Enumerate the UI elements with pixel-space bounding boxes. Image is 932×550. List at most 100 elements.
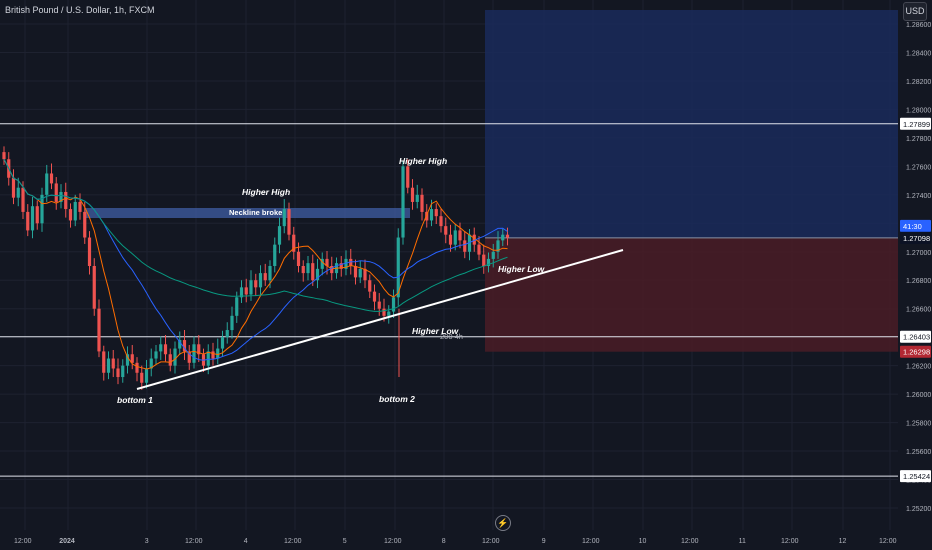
countdown-tag: 41:30 — [903, 222, 922, 231]
candle-body — [358, 268, 362, 278]
candle-body — [287, 209, 291, 235]
price-tick-label: 1.28200 — [906, 79, 931, 86]
candle-body — [439, 216, 443, 227]
price-tick-label: 1.25200 — [906, 506, 931, 513]
candle-body — [49, 173, 54, 184]
candle-body — [491, 251, 495, 259]
candle-body — [263, 273, 267, 281]
current-price-tag-bg — [900, 231, 931, 244]
candle-body — [391, 297, 396, 312]
candle-body — [406, 166, 410, 188]
candle-body — [2, 152, 6, 160]
candle-body — [192, 344, 196, 363]
stop-price-tag: 1.26298 — [903, 348, 930, 357]
candle-body — [73, 201, 77, 221]
price-tick-label: 1.28400 — [906, 50, 931, 57]
level-price-tag: 1.25424 — [903, 472, 930, 481]
candle-body — [301, 266, 305, 274]
symbol-title: British Pound / U.S. Dollar, 1h, FXCM — [5, 5, 155, 15]
candle-body — [106, 358, 111, 373]
annotation-bottom-1: bottom 1 — [117, 395, 153, 405]
annotation-higher-low-1: Higher Low — [498, 264, 546, 274]
price-tick-label: 1.27000 — [906, 250, 931, 257]
candle-body — [339, 263, 343, 269]
candle-body — [206, 351, 210, 366]
annotation-neckline: Neckline broke — [229, 208, 282, 217]
candle-body — [396, 237, 400, 298]
current-price-tag: 1.27098 — [903, 234, 930, 243]
candle-body — [273, 244, 277, 266]
candle-body — [125, 354, 130, 366]
candle-body — [178, 340, 182, 349]
time-tick-label: 10 — [639, 538, 647, 545]
candle-body — [16, 187, 20, 198]
candle-body — [434, 209, 438, 217]
level-price-tag-bg — [900, 330, 931, 343]
ma-teal-line — [3, 158, 508, 312]
time-tick-label: 12:00 — [582, 538, 600, 545]
price-tick-label: 1.26600 — [906, 307, 931, 314]
candle-body — [501, 234, 505, 241]
candle-body — [216, 348, 220, 359]
candle-body — [235, 297, 239, 316]
annotation-ma-label: 200 4h — [440, 332, 463, 341]
candle-body — [225, 330, 229, 338]
time-tick-label: 12:00 — [185, 538, 203, 545]
ma-orange-line — [3, 158, 508, 370]
candle-body — [230, 315, 234, 331]
price-tick-label: 1.27400 — [906, 193, 931, 200]
candle-body — [296, 251, 301, 266]
candle-body — [315, 268, 320, 281]
candle-body — [11, 177, 16, 198]
annotation-higher-low-2: Higher Low — [412, 326, 460, 336]
candle-body — [482, 254, 486, 266]
stop-price-tag-bg — [900, 345, 931, 358]
candle-body — [368, 280, 372, 292]
trendline[interactable] — [136, 249, 624, 390]
candle-body — [325, 258, 329, 266]
time-tick-label: 8 — [442, 538, 446, 545]
candle-body — [92, 266, 96, 309]
candle-body — [249, 280, 253, 295]
candle-body — [54, 183, 58, 202]
price-axis[interactable] — [898, 0, 932, 550]
candle-body — [35, 206, 39, 224]
candle-body — [372, 291, 377, 302]
time-tick-label: 2024 — [59, 538, 75, 545]
lightning-icon[interactable]: ⚡ — [495, 515, 511, 531]
candle-body — [163, 344, 168, 355]
candle-body — [344, 258, 348, 269]
candle-body — [121, 365, 125, 378]
time-tick-label: 12:00 — [781, 538, 799, 545]
candle-body — [78, 201, 82, 212]
candle-body — [135, 362, 139, 373]
currency-button[interactable]: USD — [903, 2, 927, 21]
candle-body — [505, 234, 510, 238]
price-tick-label: 1.26000 — [906, 392, 931, 399]
candle-body — [463, 240, 467, 252]
time-tick-label: 3 — [145, 538, 149, 545]
candle-body — [320, 258, 324, 269]
candle-body — [116, 368, 120, 378]
level-price-tag-bg — [900, 470, 931, 483]
candle-body — [220, 337, 225, 349]
annotation-higher-high-2: Higher High — [399, 156, 447, 166]
candle-body — [254, 280, 258, 288]
candle-body — [182, 340, 187, 352]
candle-body — [140, 372, 144, 383]
time-tick-label: 9 — [542, 538, 546, 545]
time-tick-label: 11 — [739, 538, 746, 545]
time-tick-label: 12:00 — [879, 538, 897, 545]
candle-body — [429, 209, 434, 221]
candle-body — [453, 230, 457, 245]
candle-body — [159, 344, 163, 352]
time-tick-label: 12 — [839, 538, 847, 545]
candle-body — [277, 226, 282, 245]
candle-body — [387, 311, 391, 316]
candle-body — [244, 287, 248, 295]
candle-body — [401, 166, 405, 238]
candle-body — [477, 244, 481, 255]
candle-body — [444, 226, 448, 235]
time-axis[interactable] — [0, 530, 898, 550]
